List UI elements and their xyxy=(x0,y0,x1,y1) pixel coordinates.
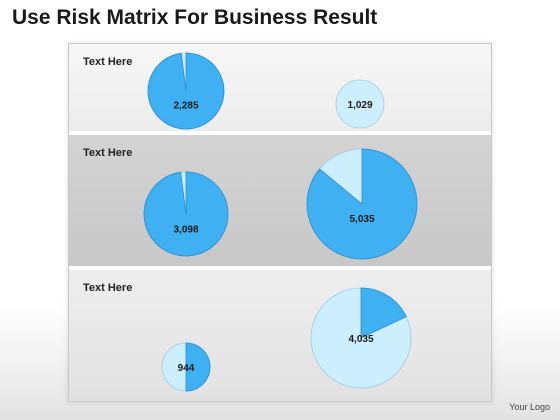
pie-value-label: 944 xyxy=(178,363,195,374)
pie-value-label: 4,035 xyxy=(348,334,373,345)
row-label: Text Here xyxy=(83,147,133,159)
pie-value-label: 1,029 xyxy=(347,100,372,111)
matrix-row-2: Text Here xyxy=(69,135,491,268)
pie-chart-3: 3,098 xyxy=(143,171,229,257)
pie-dark-slice xyxy=(306,148,418,260)
row-label: Text Here xyxy=(83,56,133,68)
pie-dark-slice xyxy=(147,52,225,130)
logo-text: Your Logo xyxy=(509,402,550,412)
pie-chart-5: 944 xyxy=(161,342,211,392)
pie-dark-slice xyxy=(360,287,407,339)
pie-dark-slice xyxy=(185,342,211,392)
pie-value-label: 5,035 xyxy=(349,214,374,225)
matrix-row-3: Text Here xyxy=(69,270,491,401)
risk-matrix: Text Here Text Here Text Here xyxy=(68,43,492,402)
matrix-row-1: Text Here xyxy=(69,44,491,133)
row-label: Text Here xyxy=(83,282,133,294)
pie-chart-1: 2,285 xyxy=(147,52,225,130)
pie-dark-slice xyxy=(143,171,229,257)
pie-value-label: 3,098 xyxy=(173,225,198,236)
slide-title: Use Risk Matrix For Business Result xyxy=(12,6,378,29)
pie-light-slice xyxy=(335,79,385,129)
pie-chart-2: 1,029 xyxy=(335,79,385,129)
pie-value-label: 2,285 xyxy=(173,100,198,111)
pie-chart-6: 4,035 xyxy=(310,287,412,389)
pie-chart-4: 5,035 xyxy=(306,148,418,260)
